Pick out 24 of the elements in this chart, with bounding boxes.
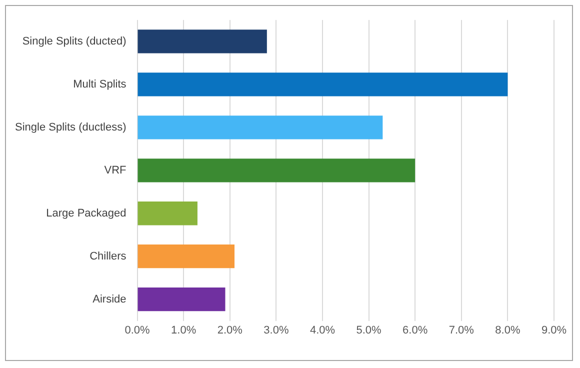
bar <box>138 202 198 226</box>
bar <box>138 30 267 54</box>
x-tick-label: 7.0% <box>448 324 474 336</box>
y-tick-label: VRF <box>104 164 127 176</box>
y-tick-label: Airside <box>92 293 126 306</box>
y-tick-label: Large Packaged <box>46 207 126 220</box>
y-tick-label: Single Splits (ducted) <box>22 36 126 48</box>
bar <box>138 287 226 312</box>
y-tick-label: Multi Splits <box>73 78 127 90</box>
y-tick-label: Single Splits (ductless) <box>14 121 126 134</box>
x-tick-label: 6.0% <box>402 324 428 336</box>
x-tick-label: 3.0% <box>264 324 289 336</box>
bar <box>138 116 383 140</box>
x-tick-label: 9.0% <box>541 324 567 336</box>
x-tick-label: 1.0% <box>171 324 196 336</box>
x-tick-label: 2.0% <box>217 324 243 336</box>
x-tick-label: 5.0% <box>356 324 382 336</box>
bar <box>138 158 416 182</box>
bar <box>138 72 508 96</box>
y-tick-label: Chillers <box>90 250 127 262</box>
bar <box>138 244 235 268</box>
x-tick-label: 0.0% <box>124 324 150 336</box>
x-tick-label: 8.0% <box>495 324 520 336</box>
x-tick-label: 4.0% <box>310 324 336 336</box>
